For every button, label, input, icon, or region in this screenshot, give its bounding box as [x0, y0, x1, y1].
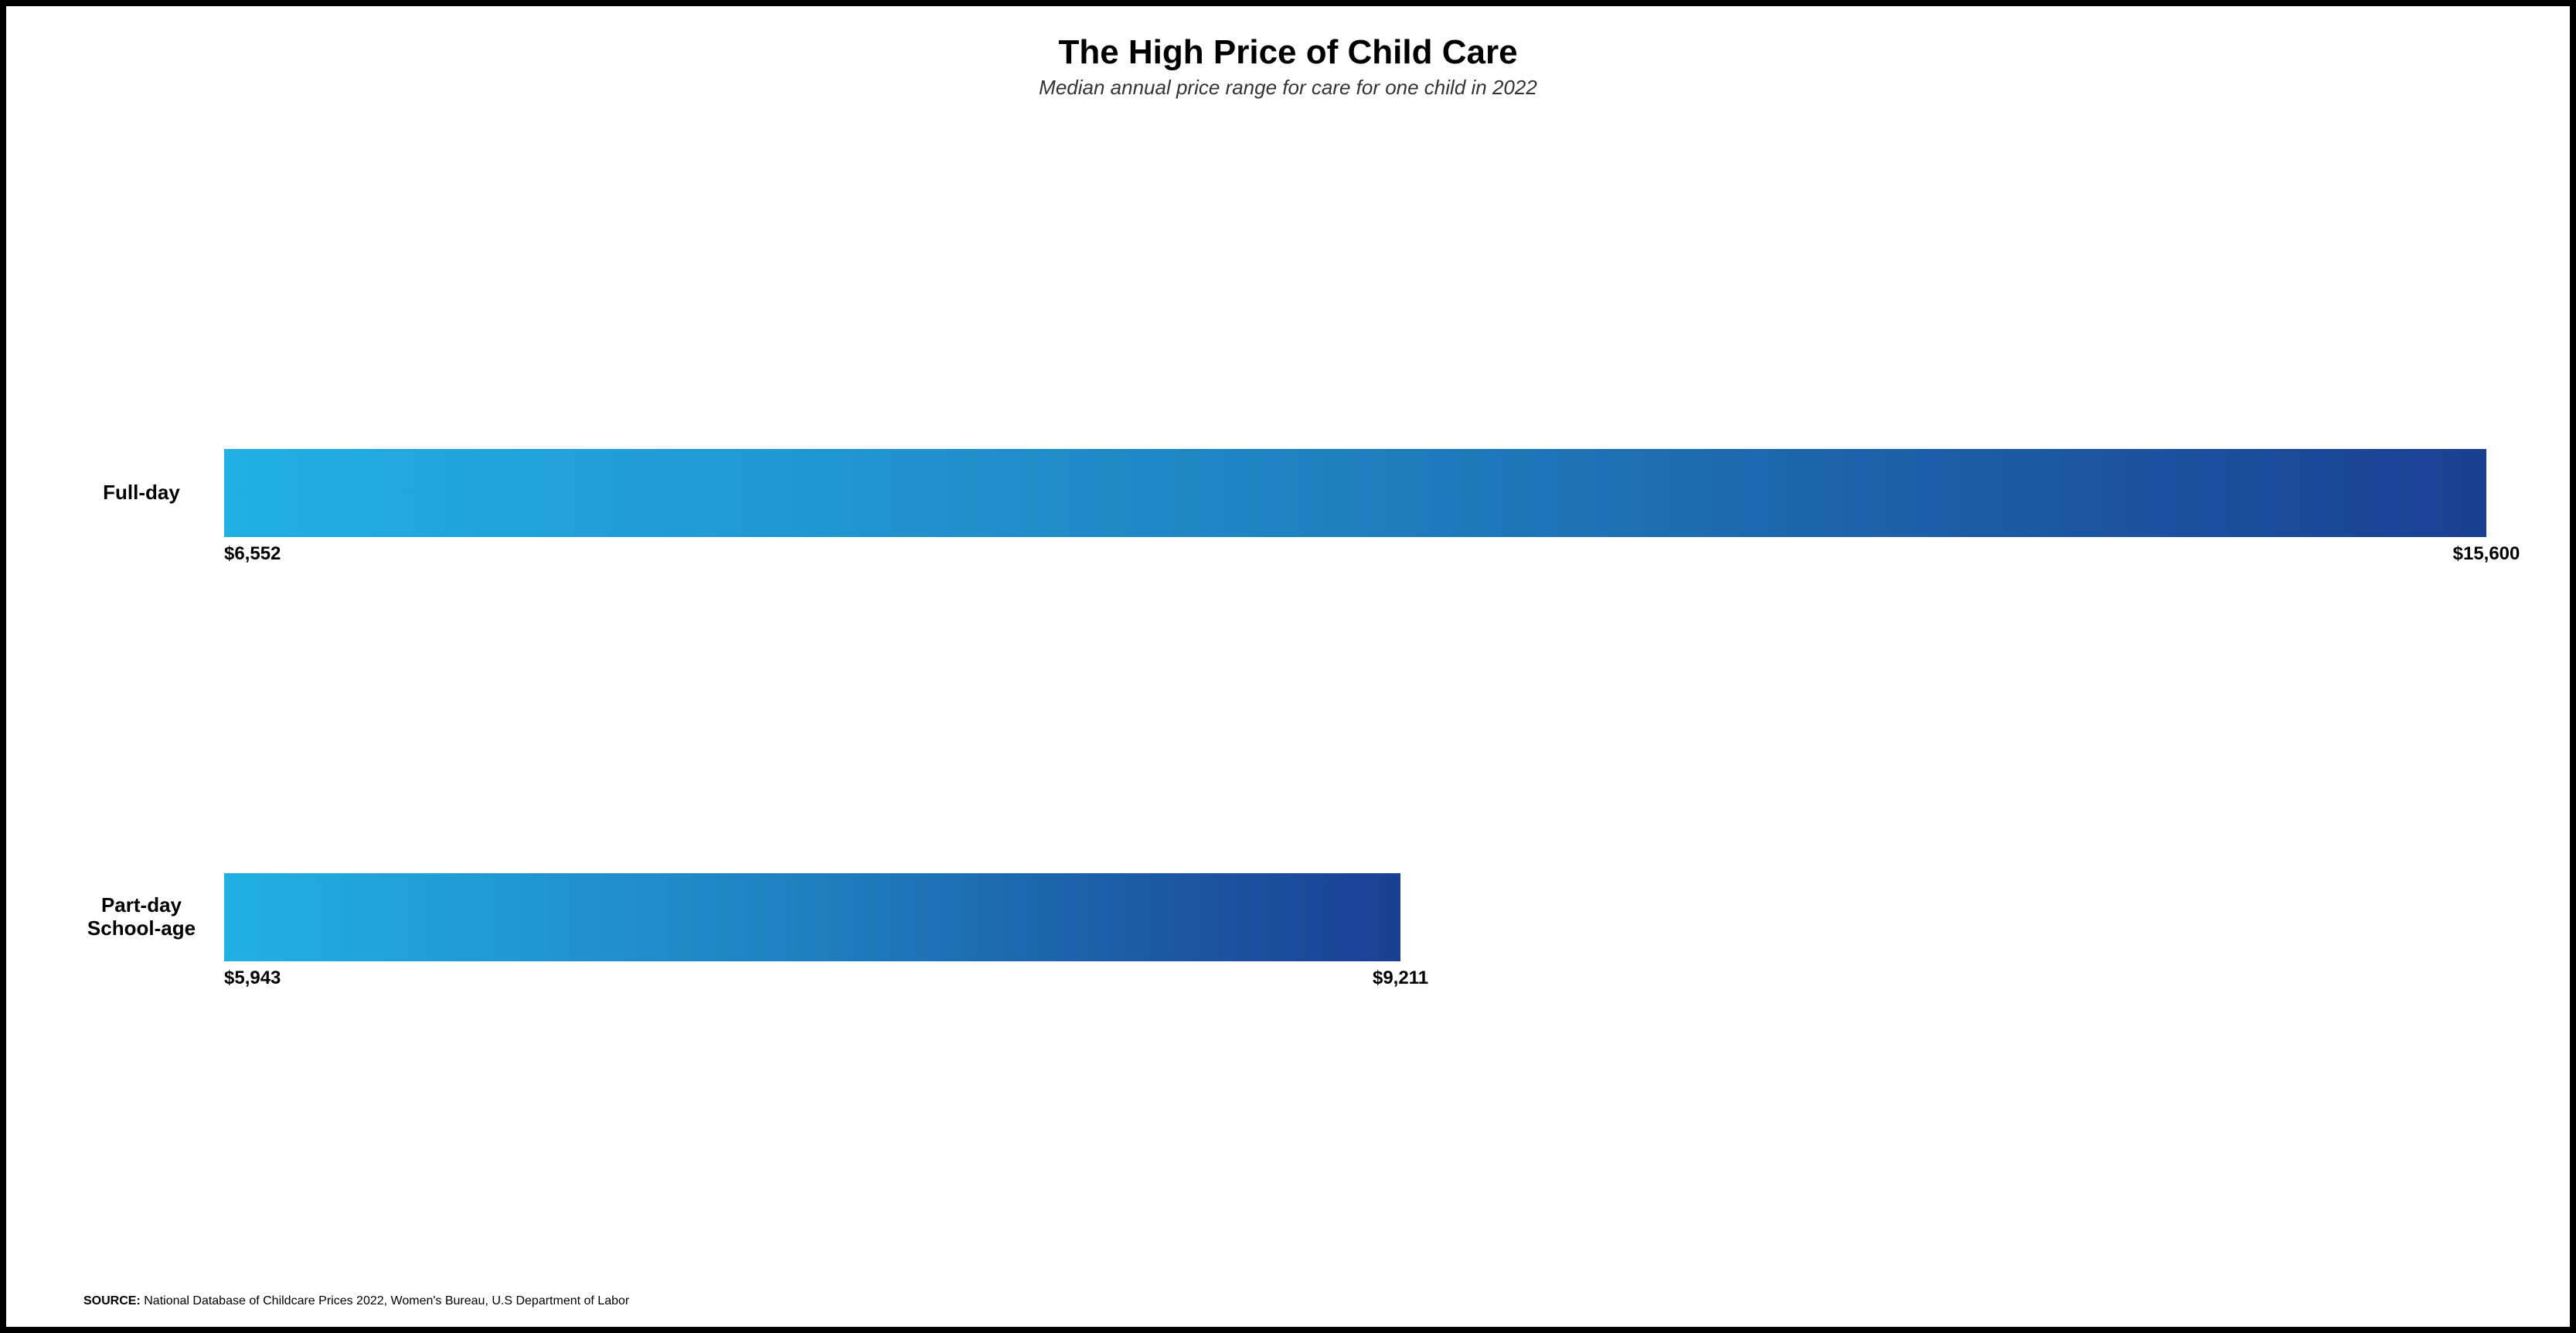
- value-high: $15,600: [2453, 543, 2520, 565]
- category-label: Part-day School-age: [68, 894, 224, 940]
- chart-row-part-day: Part-day School-age $5,943 $9,211: [68, 873, 2486, 961]
- title-block: The High Price of Child Care Median annu…: [53, 34, 2523, 100]
- bar-container: $6,552 $15,600: [224, 449, 2486, 537]
- chart-subtitle: Median annual price range for care for o…: [53, 76, 2523, 100]
- value-high: $9,211: [1373, 967, 1428, 989]
- bar-container: $5,943 $9,211: [224, 873, 2486, 961]
- bar-chart: Full-day $6,552 $15,600 Part-day School-…: [53, 121, 2523, 1288]
- value-low: $5,943: [224, 967, 281, 989]
- value-low: $6,552: [224, 543, 281, 565]
- source-line: SOURCE: National Database of Childcare P…: [53, 1294, 2523, 1308]
- chart-row-full-day: Full-day $6,552 $15,600: [68, 449, 2486, 537]
- price-range-bar: [224, 873, 1400, 961]
- category-label: Full-day: [68, 481, 224, 505]
- chart-frame: The High Price of Child Care Median annu…: [0, 0, 2576, 1333]
- source-label: SOURCE:: [83, 1294, 141, 1307]
- chart-title: The High Price of Child Care: [53, 34, 2523, 71]
- source-text: National Database of Childcare Prices 20…: [144, 1294, 629, 1307]
- price-range-bar: [224, 449, 2486, 537]
